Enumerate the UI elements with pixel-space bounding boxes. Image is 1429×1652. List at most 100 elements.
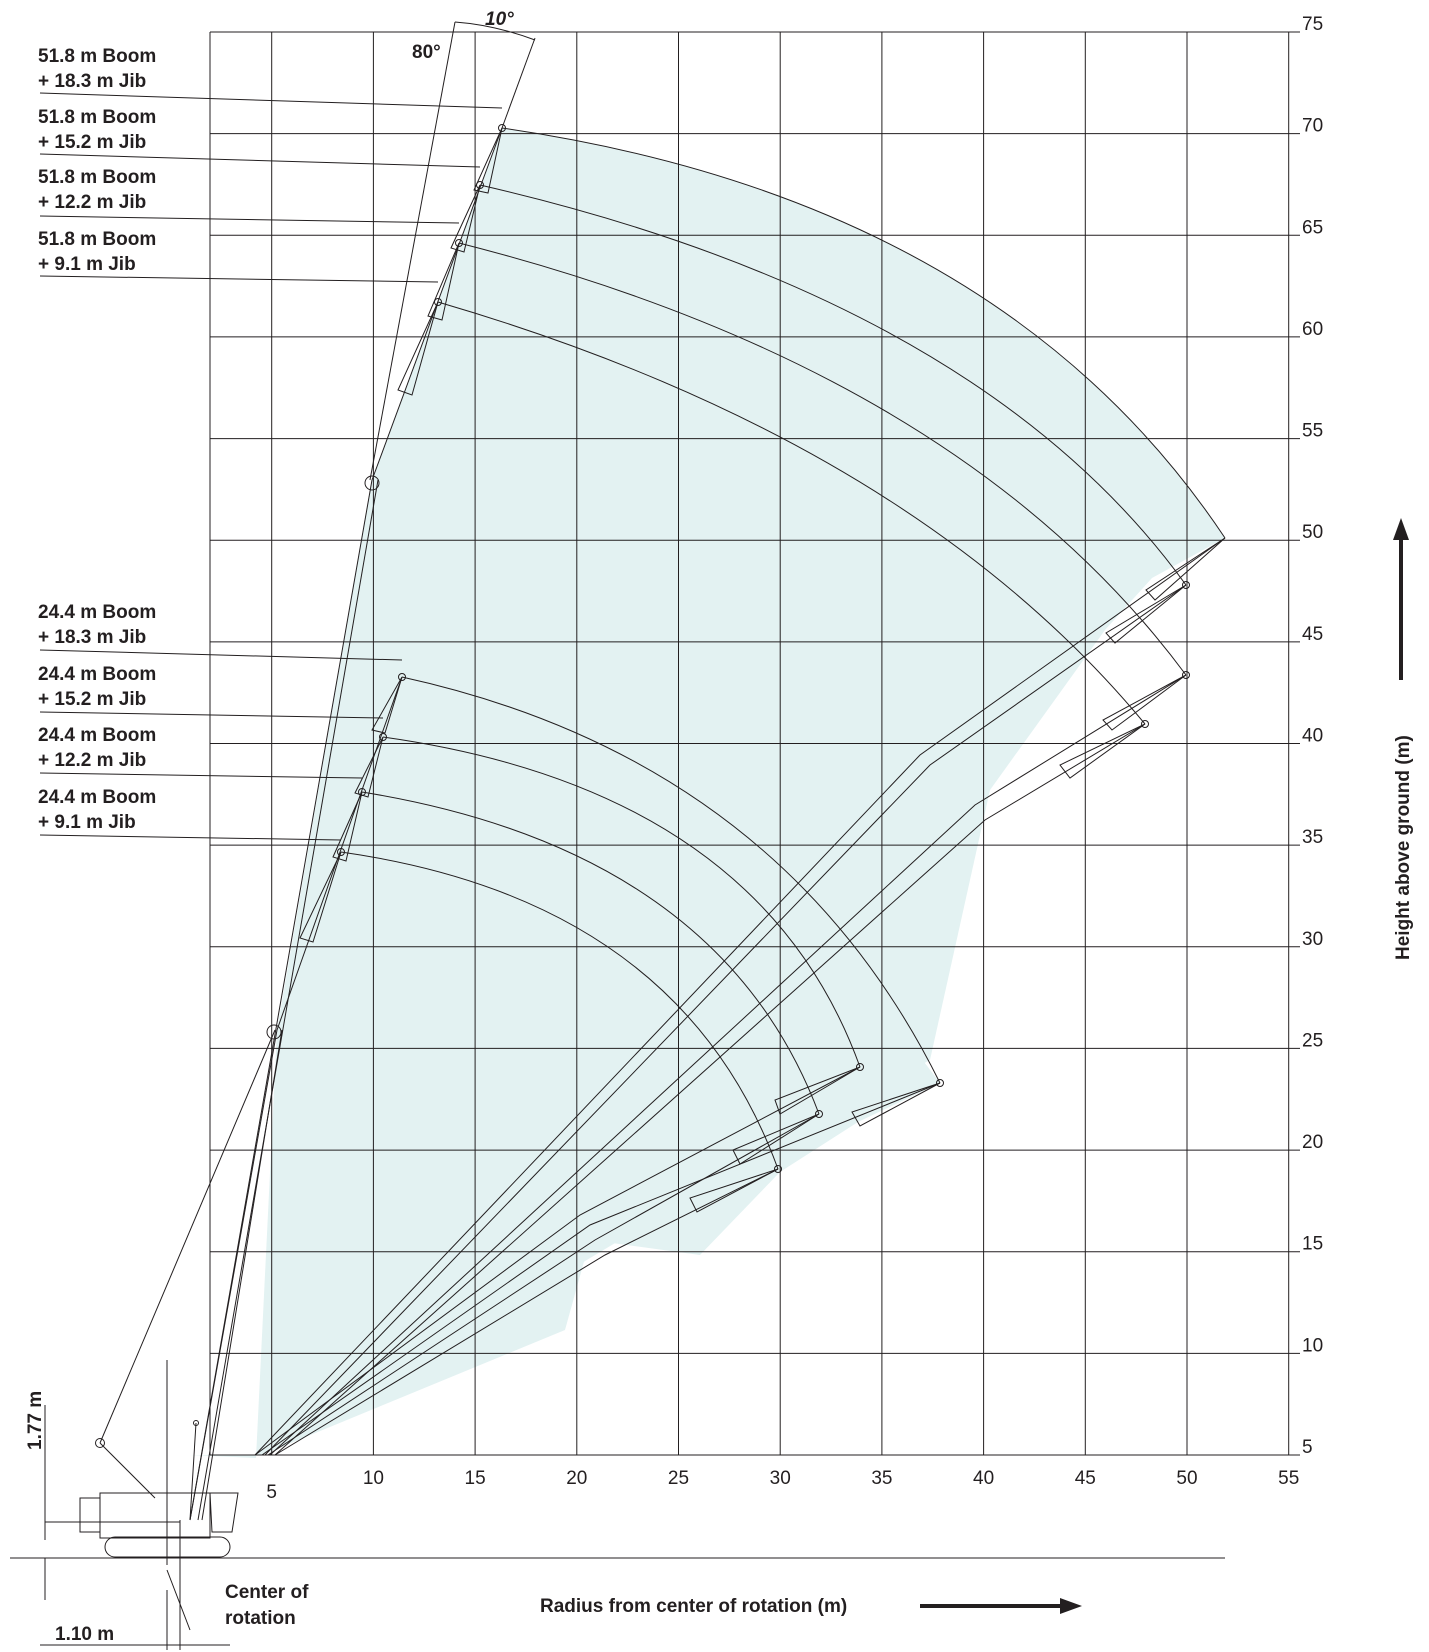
counterweight	[79, 1497, 101, 1533]
boom-24-4	[189, 1029, 278, 1521]
jib-shape	[473, 127, 503, 194]
boom-angle-label: 80°	[412, 42, 441, 63]
arc-24-12-2-jib	[361, 791, 820, 1115]
jib-shape	[299, 851, 342, 943]
crane-body	[10, 1029, 1225, 1650]
label-51-15-2-line2: + 15.2 m Jib	[38, 132, 146, 153]
label-24-18-3-line2: + 18.3 m Jib	[38, 627, 146, 648]
y-tick-label: 75	[1302, 14, 1323, 35]
y-tick-label: 60	[1302, 319, 1323, 340]
y-tick-label: 20	[1302, 1132, 1323, 1153]
y-tick-label: 45	[1302, 624, 1323, 645]
reference-10-degree-line	[501, 37, 536, 129]
label-24-18-3-line1: 24.4 m Boom	[38, 602, 156, 623]
y-tick-label: 25	[1302, 1030, 1323, 1051]
pivot-height-label: 1.77 m	[25, 1391, 46, 1450]
arc-51-15-2-jib	[479, 184, 1187, 586]
tip-marker	[815, 1110, 823, 1118]
label-51-12-2-line1: 51.8 m Boom	[38, 167, 156, 188]
x-tick-label: 5	[266, 1482, 277, 1503]
x-tick-label: 50	[1176, 1468, 1197, 1489]
label-leaders	[39, 92, 503, 841]
label-51-9-1-line2: + 9.1 m Jib	[38, 254, 136, 275]
label-51-12-2-line2: + 12.2 m Jib	[38, 192, 146, 213]
jib-tip-markers	[266, 124, 1190, 1173]
mast-top	[193, 1420, 199, 1426]
y-tick-label: 10	[1302, 1335, 1323, 1356]
jib-shape	[689, 1168, 779, 1213]
x-tick-label: 30	[770, 1468, 791, 1489]
tip-marker	[398, 673, 406, 681]
y-tick-label: 40	[1302, 726, 1323, 747]
label-51-18-3-line1: 51.8 m Boom	[38, 46, 156, 67]
jib-shape	[774, 1066, 861, 1115]
jib-low-51-d	[274, 723, 1146, 1456]
mast	[189, 1422, 197, 1521]
x-axis-title: Radius from center of rotation (m)	[540, 1596, 847, 1617]
x-tick-label: 40	[973, 1468, 994, 1489]
gantry-line	[99, 1442, 156, 1499]
working-range-envelope-upper	[262, 128, 1225, 1455]
label-24-15-2-line1: 24.4 m Boom	[38, 664, 156, 685]
jib-shape	[1059, 723, 1146, 779]
y-tick-label: 5	[1302, 1437, 1313, 1458]
x-axis-arrowhead	[1060, 1598, 1082, 1614]
y-tick-label: 55	[1302, 421, 1323, 442]
y-tick-label: 65	[1302, 217, 1323, 238]
y-axis-arrowhead	[1393, 518, 1409, 540]
cab	[209, 1492, 239, 1533]
label-51-18-3-line2: + 18.3 m Jib	[38, 71, 146, 92]
tip-marker	[1182, 671, 1190, 679]
grid	[209, 31, 1300, 1456]
reference-80-degree-line	[369, 21, 456, 481]
arc-24-18-3-jib	[401, 676, 941, 1084]
jib-shapes	[299, 127, 1226, 1213]
label-24-9-1-line1: 24.4 m Boom	[38, 787, 156, 808]
arc-51-18-3-jib	[501, 127, 1226, 539]
label-24-12-2-line2: + 12.2 m Jib	[38, 750, 146, 771]
label-51-9-1-line1: 51.8 m Boom	[38, 229, 156, 250]
jib-low-51-b	[264, 584, 1187, 1456]
x-tick-label: 55	[1278, 1468, 1299, 1489]
y-tick-label: 15	[1302, 1234, 1323, 1255]
gantry-sheave	[95, 1438, 105, 1448]
x-tick-label: 15	[465, 1468, 486, 1489]
x-tick-label: 10	[363, 1468, 384, 1489]
y-tick-label: 35	[1302, 827, 1323, 848]
jib-shape	[1145, 537, 1226, 601]
arcs-24-4-boom	[340, 676, 941, 1170]
tip-marker	[455, 239, 463, 247]
jib-shape	[332, 791, 363, 862]
jib-low-24-b	[261, 1082, 941, 1456]
upper-structure	[99, 1492, 211, 1539]
jib-low-51-c	[269, 674, 1187, 1456]
center-rotation-leader	[166, 1569, 191, 1631]
jib-shape	[1105, 584, 1187, 644]
arcs-51-8-boom	[437, 127, 1226, 725]
low-jib-lines	[254, 537, 1226, 1456]
x-tick-label: 45	[1075, 1468, 1096, 1489]
arc-24-15-2-jib	[382, 736, 861, 1068]
y-axis-title: Height above ground (m)	[1393, 735, 1414, 960]
center-of-rotation-label-2: rotation	[225, 1608, 296, 1629]
jib-low-24-c	[267, 1113, 820, 1456]
y-tick-label: 70	[1302, 116, 1323, 137]
arc-51-12-2-jib	[458, 242, 1187, 676]
jib-shape	[427, 242, 460, 321]
x-tick-label: 25	[668, 1468, 689, 1489]
tip-marker	[1182, 581, 1190, 589]
y-tick-label: 50	[1302, 522, 1323, 543]
tip-marker	[498, 124, 506, 132]
jib-offset-label: 10°	[485, 9, 514, 30]
x-tick-label: 35	[871, 1468, 892, 1489]
jib-offset-arc	[454, 21, 536, 41]
x-axis-ticks: 5 10 15 20 25 30 35 40 45 50 55	[266, 1468, 1299, 1503]
jib-low-24-d	[274, 1168, 779, 1456]
tip-marker	[856, 1063, 864, 1071]
labels-51-8-boom: 51.8 m Boom + 18.3 m Jib 51.8 m Boom + 1…	[38, 46, 156, 275]
boom-head-marker	[364, 475, 380, 491]
jib-24	[276, 676, 403, 1031]
center-of-rotation-label-1: Center of	[225, 1582, 309, 1603]
pivot-offset-label: 1.10 m	[55, 1624, 114, 1645]
